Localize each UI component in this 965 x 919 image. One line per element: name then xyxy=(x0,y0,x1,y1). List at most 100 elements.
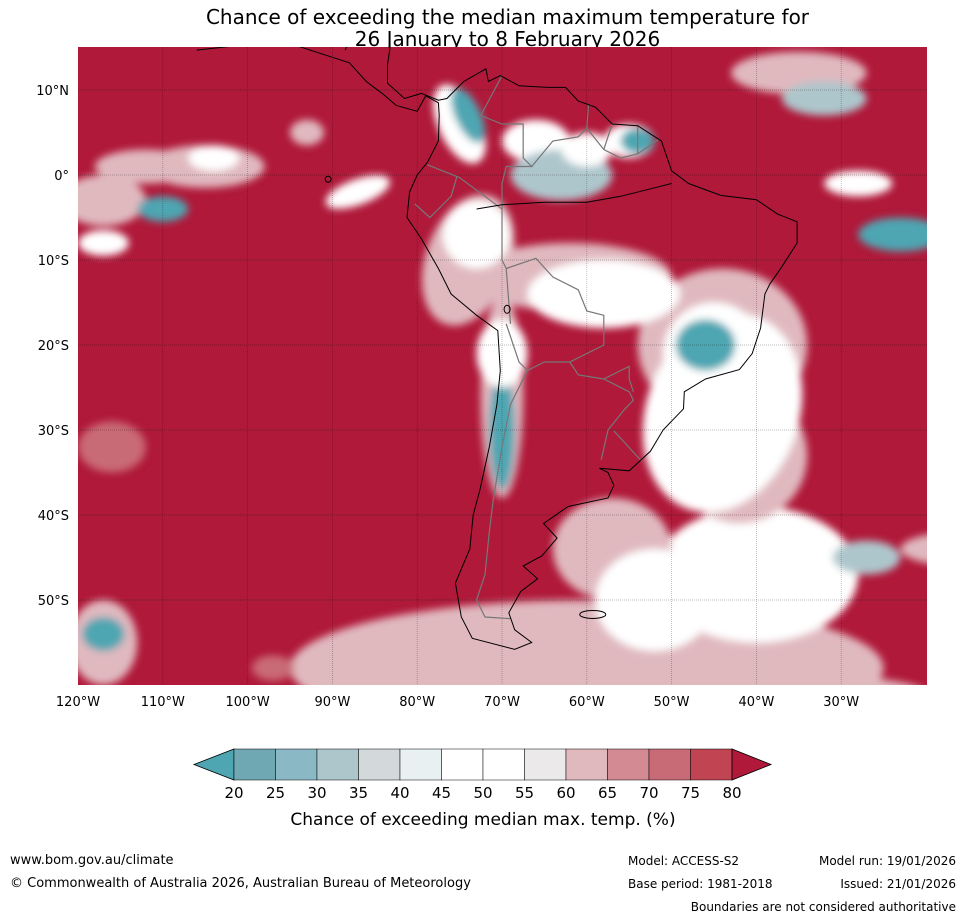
colorbar-box xyxy=(524,748,567,781)
colorbar-boxes xyxy=(192,748,773,781)
colorbar-box xyxy=(441,748,484,781)
latitude-label: 20°S xyxy=(38,339,69,354)
anomaly-region xyxy=(137,196,189,222)
colorbar-tick-label: 60 xyxy=(556,784,575,802)
colorbar-tick-label: 45 xyxy=(432,784,451,802)
coastlines xyxy=(196,47,798,650)
latitude-label: 50°S xyxy=(38,594,69,609)
anomaly-region xyxy=(442,200,511,269)
anomaly-region xyxy=(781,81,867,116)
anomaly-region xyxy=(489,370,515,490)
coastline xyxy=(196,47,798,650)
country-border xyxy=(414,175,458,219)
country-border xyxy=(586,127,660,159)
colorbar-box xyxy=(648,748,691,781)
colorbar-box xyxy=(233,748,276,781)
lake-titicaca xyxy=(503,304,511,314)
colorbar-tick-label: 30 xyxy=(307,784,326,802)
anomaly-region xyxy=(900,534,927,564)
footer-issued: Issued: 21/01/2026 xyxy=(840,877,956,891)
longitude-label: 30°W xyxy=(823,695,859,710)
country-border xyxy=(603,365,634,392)
latitude-label: 10°N xyxy=(36,84,69,99)
anomaly-region xyxy=(290,119,324,146)
colorbar-over-arrow xyxy=(731,748,773,781)
colorbar-tick-label: 25 xyxy=(266,784,285,802)
anomaly-region xyxy=(527,260,681,328)
country-border xyxy=(569,361,635,460)
footer-website: www.bom.gov.au/climate xyxy=(10,853,174,868)
colorbar-tick-label: 40 xyxy=(390,784,409,802)
latitude-label: 30°S xyxy=(38,424,69,439)
colorbar-under-arrow xyxy=(192,748,235,781)
colorbar-tick-label: 65 xyxy=(598,784,617,802)
colorbar-tick-label: 75 xyxy=(681,784,700,802)
anomaly-region xyxy=(600,672,912,685)
anomaly-region xyxy=(476,319,528,388)
colorbar-box xyxy=(690,748,733,781)
anomaly-region xyxy=(251,655,295,681)
colorbar-tick-label: 70 xyxy=(639,784,658,802)
colorbar-box xyxy=(275,748,318,781)
footer-base-period: Base period: 1981-2018 xyxy=(628,877,773,891)
longitude-label: 70°W xyxy=(484,695,520,710)
anomaly-shading xyxy=(78,51,927,685)
latitude-label: 40°S xyxy=(38,509,69,524)
longitude-labels: 120°W 110°W 100°W 90°W 80°W 70°W 60°W 50°W 40°W 3… xyxy=(56,695,859,710)
country-border xyxy=(506,257,605,372)
longitude-label: 100°W xyxy=(226,695,270,710)
colorbar-label: Chance of exceeding median max. temp. (%… xyxy=(290,810,675,830)
latitude-label: 0° xyxy=(54,169,69,184)
colorbar-tick-label: 80 xyxy=(722,784,741,802)
colorbar-tick-label: 55 xyxy=(515,784,534,802)
country-border xyxy=(613,430,643,462)
longitude-label: 80°W xyxy=(399,695,435,710)
anomaly-region xyxy=(832,540,901,575)
colorbar-tick-label: 20 xyxy=(224,784,243,802)
colorbar-tick-label: 35 xyxy=(349,784,368,802)
falkland-islands xyxy=(579,609,607,619)
colorbar-tick-labels: 20 25 30 35 40 45 50 55 60 65 70 75 80 xyxy=(224,784,741,802)
colorbar-box xyxy=(565,748,608,781)
latitude-label: 10°S xyxy=(38,254,69,269)
footer-model-run: Model run: 19/01/2026 xyxy=(818,854,956,868)
latitude-labels: 10°N 0° 10°S 20°S 30°S 40°S 50°S xyxy=(36,84,69,609)
country-border xyxy=(475,323,529,620)
colorbar-box xyxy=(399,748,442,781)
longitude-label: 90°W xyxy=(314,695,350,710)
map-title-line-2: 26 January to 8 February 2026 xyxy=(354,27,661,51)
anomaly-region xyxy=(561,132,613,167)
longitude-label: 120°W xyxy=(56,695,100,710)
amazon-river xyxy=(476,183,672,210)
anomaly-region xyxy=(595,549,714,651)
anomaly-region xyxy=(82,617,125,651)
longitude-label: 60°W xyxy=(569,695,605,710)
country-border xyxy=(531,104,590,167)
footer-note: Boundaries are not considered authoritat… xyxy=(690,900,956,914)
country-border xyxy=(427,164,512,324)
colorbar-box xyxy=(607,748,650,781)
longitude-label: 110°W xyxy=(141,695,185,710)
map-plot-area xyxy=(78,47,927,685)
anomaly-region xyxy=(675,319,736,371)
anomaly-region xyxy=(78,230,129,256)
country-borders xyxy=(414,75,660,620)
map-title-line-1: Chance of exceeding the median maximum t… xyxy=(205,5,810,29)
anomaly-region xyxy=(451,87,486,144)
galapagos-islands xyxy=(324,175,332,183)
colorbar-box xyxy=(316,748,359,781)
anomaly-region xyxy=(94,149,197,184)
anomaly-region xyxy=(824,170,893,197)
longitude-label: 40°W xyxy=(738,695,774,710)
colorbar: 20 25 30 35 40 45 50 55 60 65 70 75 80 Chance of exc… xyxy=(192,748,773,830)
country-border xyxy=(479,75,534,209)
longitude-label: 50°W xyxy=(654,695,690,710)
colorbar-box xyxy=(482,748,525,781)
country-border xyxy=(603,123,613,150)
footer-copyright: © Commonwealth of Australia 2026, Austra… xyxy=(10,876,471,891)
anomaly-region xyxy=(325,175,390,209)
footer-model: Model: ACCESS-S2 xyxy=(628,854,740,868)
anomaly-region xyxy=(188,145,240,171)
anomaly-region xyxy=(858,217,927,252)
